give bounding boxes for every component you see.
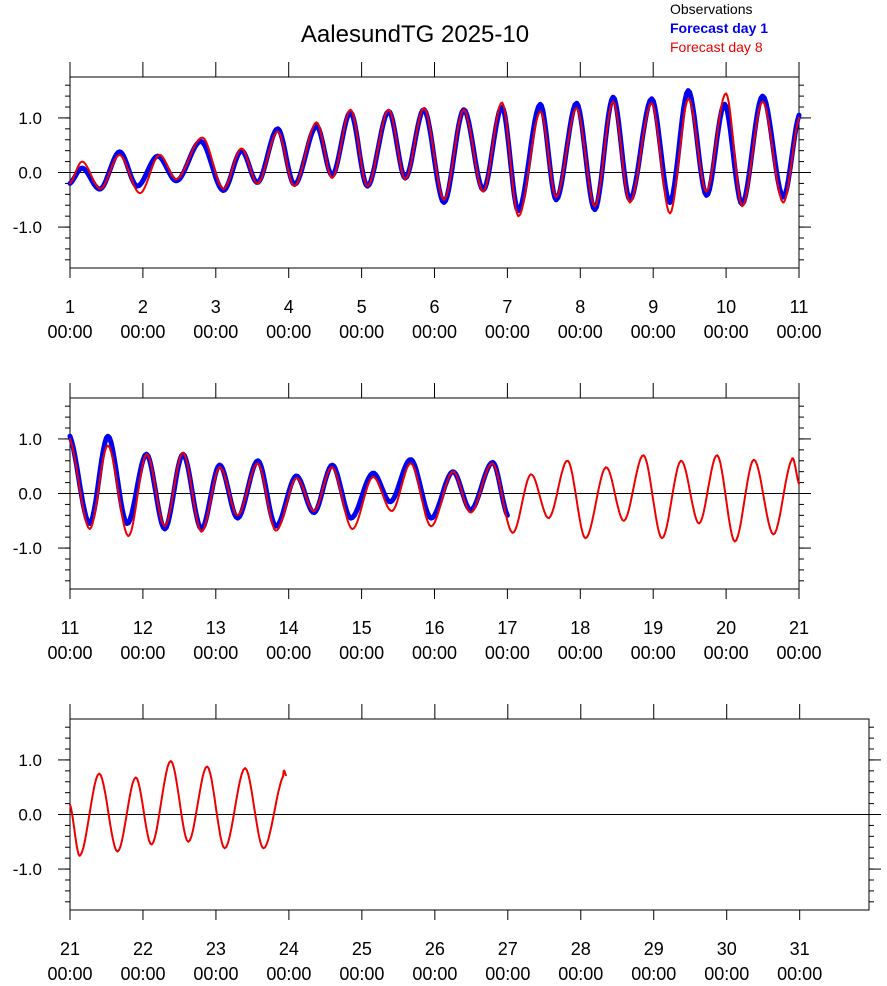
x-tick-label-day: 16 [424,618,444,638]
series-line-forecast-day-8 [69,760,287,857]
x-tick-label-time: 00:00 [485,643,530,663]
legend-forecast-day-8: Forecast day 8 [670,39,763,55]
y-tick-label: -1.0 [13,860,42,879]
x-tick-label-time: 00:00 [558,964,603,984]
legend-observations: Observations [670,1,752,17]
y-tick-label: 0.0 [18,164,42,183]
x-tick-label-day: 31 [790,939,810,959]
y-tick-label: -1.0 [13,539,42,558]
x-tick-label-day: 3 [211,297,221,317]
x-tick-label-time: 00:00 [631,643,676,663]
x-tick-label-time: 00:00 [339,964,384,984]
x-tick-label-day: 8 [575,297,585,317]
x-tick-label-day: 1 [65,297,75,317]
x-tick-label-time: 00:00 [704,964,749,984]
x-tick-label-day: 26 [425,939,445,959]
x-tick-label-day: 21 [60,939,80,959]
x-tick-label-time: 00:00 [704,643,749,663]
x-tick-label-day: 9 [648,297,658,317]
legend-forecast-day-1: Forecast day 1 [670,20,768,36]
x-tick-label-time: 00:00 [266,643,311,663]
chart-panel-1: -1.0 0.0 1.0 1 00:00 2 00:00 3 00:00 4 00:00 5 00:00… [13,62,822,342]
y-tick-label: -1.0 [13,218,42,237]
x-tick-label-day: 11 [61,618,80,638]
y-tick-label: 1.0 [18,751,42,770]
x-tick-label-day: 24 [279,939,299,959]
x-tick-label-time: 00:00 [558,322,603,342]
series-line-forecast-day-8 [69,437,800,543]
x-tick-label-time: 00:00 [776,643,821,663]
legend: Observations Forecast day 1 Forecast day… [670,1,768,55]
x-tick-label-day: 17 [497,618,517,638]
series-line-forecast-day-1 [67,88,802,214]
x-tick-label-day: 18 [570,618,590,638]
x-tick-label-time: 00:00 [558,643,603,663]
x-tick-label-time: 00:00 [120,964,165,984]
x-tick-label-time: 00:00 [777,964,822,984]
x-tick-label-time: 00:00 [412,322,457,342]
x-tick-label-day: 27 [498,939,518,959]
x-tick-label-day: 2 [138,297,148,317]
x-tick-label-day: 29 [644,939,664,959]
series-line-forecast-day-8 [69,92,800,218]
x-tick-label-time: 00:00 [485,964,530,984]
x-tick-label-time: 00:00 [266,322,311,342]
x-tick-label-time: 00:00 [120,322,165,342]
x-tick-label-time: 00:00 [47,322,92,342]
x-tick-label-time: 00:00 [776,322,821,342]
x-tick-label-day: 14 [279,618,299,638]
x-tick-label-day: 19 [643,618,663,638]
x-tick-label-time: 00:00 [193,964,238,984]
x-tick-label-time: 00:00 [631,964,676,984]
x-tick-label-time: 00:00 [412,643,457,663]
x-tick-label-day: 30 [717,939,737,959]
chart-title: AalesundTG 2025-10 [301,21,529,48]
x-tick-label-day: 23 [206,939,226,959]
x-tick-label-day: 21 [789,618,809,638]
chart-panel-2: -1.0 0.0 1.0 11 00:00 12 00:00 13 00:00 14 00:00 15… [13,383,822,663]
y-tick-label: 0.0 [18,806,42,825]
series-line-forecast-day-1 [67,433,510,532]
x-tick-label-day: 11 [790,297,809,317]
x-tick-label-time: 00:00 [266,964,311,984]
y-tick-label: 1.0 [18,430,42,449]
x-tick-label-day: 15 [352,618,372,638]
x-tick-label-time: 00:00 [412,964,457,984]
x-tick-label-time: 00:00 [47,964,92,984]
x-tick-label-time: 00:00 [704,322,749,342]
x-tick-label-time: 00:00 [339,322,384,342]
x-tick-label-time: 00:00 [193,322,238,342]
x-tick-label-day: 25 [352,939,372,959]
x-tick-label-day: 13 [206,618,226,638]
x-tick-label-day: 20 [716,618,736,638]
x-tick-label-time: 00:00 [47,643,92,663]
y-tick-label: 1.0 [18,109,42,128]
x-tick-label-time: 00:00 [120,643,165,663]
x-tick-label-time: 00:00 [485,322,530,342]
x-tick-label-day: 4 [284,297,294,317]
x-tick-label-day: 28 [571,939,591,959]
x-tick-label-day: 5 [357,297,367,317]
x-tick-label-day: 7 [502,297,512,317]
x-tick-label-time: 00:00 [193,643,238,663]
x-tick-label-day: 6 [429,297,439,317]
x-tick-label-day: 12 [133,618,153,638]
x-tick-label-time: 00:00 [339,643,384,663]
x-tick-label-day: 22 [133,939,153,959]
chart-panel-3: -1.0 0.0 1.0 21 00:00 22 00:00 23 00:00 24 00:00 25… [13,704,881,984]
y-tick-label: 0.0 [18,485,42,504]
x-tick-label-time: 00:00 [631,322,676,342]
x-tick-label-day: 10 [716,297,736,317]
